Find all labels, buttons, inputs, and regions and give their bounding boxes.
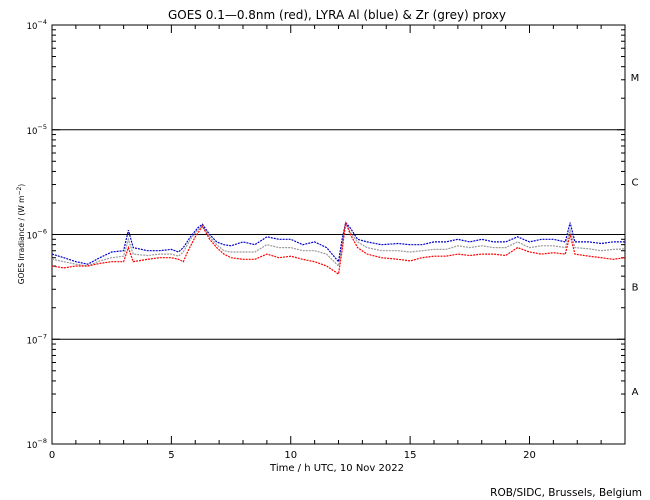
x-tick-label: 20 [523, 450, 536, 461]
y-tick-label: 10−7 [27, 332, 47, 346]
y-axis-label: GOES Irradiance / (W m−2) [16, 184, 26, 285]
flare-class-label: C [632, 178, 639, 189]
x-tick-label: 5 [168, 450, 174, 461]
flare-class-label: A [632, 387, 639, 398]
y-tick-label: 10−5 [27, 123, 47, 137]
x-tick-label: 0 [49, 450, 55, 461]
y-tick-label: 10−8 [27, 437, 47, 451]
y-tick-label: 10−6 [27, 228, 47, 242]
flare-class-label: M [631, 73, 640, 84]
x-tick-label: 10 [284, 450, 297, 461]
y-tick-label: 10−4 [27, 18, 47, 32]
x-tick-label: 15 [404, 450, 417, 461]
credit-text: ROB/SIDC, Brussels, Belgium [490, 487, 642, 499]
series-line [51, 222, 626, 276]
series-line [51, 220, 626, 268]
plot-area: 10−8 10−7 10−6 10−5 10−4 0 5 10 15 20 A B C M [27, 18, 640, 461]
series-line [51, 221, 625, 265]
flare-class-label: B [632, 282, 639, 293]
x-axis-label: Time / h UTC, 10 Nov 2022 [269, 463, 404, 474]
chart-title: GOES 0.1—0.8nm (red), LYRA Al (blue) & Z… [168, 8, 506, 22]
